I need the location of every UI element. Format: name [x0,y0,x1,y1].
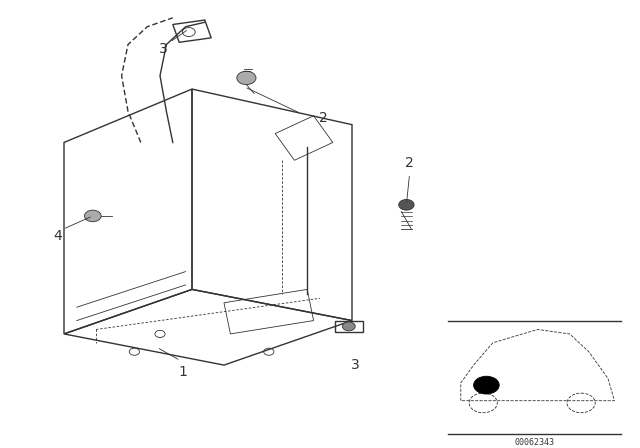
Text: 2: 2 [319,111,328,125]
Text: 1: 1 [178,365,187,379]
Text: 00062343: 00062343 [515,439,554,448]
Circle shape [474,376,499,394]
Circle shape [342,322,355,331]
Text: 4: 4 [53,229,62,243]
Text: 2: 2 [405,155,414,169]
Circle shape [84,210,101,222]
Circle shape [237,71,256,85]
Text: 3: 3 [159,42,168,56]
Circle shape [399,199,414,210]
Text: 3: 3 [351,358,360,372]
